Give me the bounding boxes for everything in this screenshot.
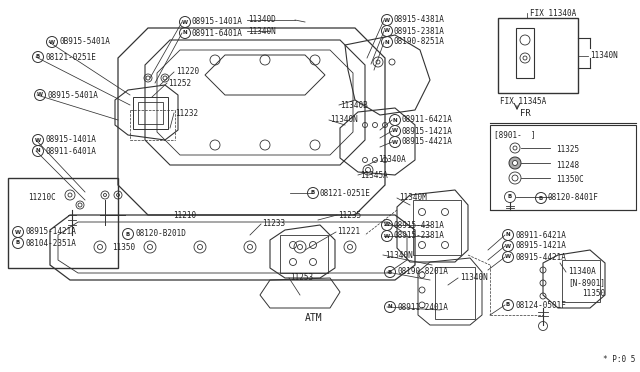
Bar	[435, 267, 475, 319]
Bar	[133, 97, 168, 129]
Circle shape	[509, 157, 521, 169]
Text: 0B915-5401A: 0B915-5401A	[59, 38, 110, 46]
Text: 08915-4421A: 08915-4421A	[402, 138, 453, 147]
Bar	[8, 178, 118, 268]
Text: N: N	[36, 148, 40, 154]
Bar	[138, 102, 163, 124]
Text: [N-8901]: [N-8901]	[568, 279, 605, 288]
Text: 08915-1401A: 08915-1401A	[192, 17, 243, 26]
Text: FIX 11340A: FIX 11340A	[530, 9, 576, 17]
Text: W: W	[35, 138, 41, 142]
Text: 11325: 11325	[556, 145, 579, 154]
Text: 08915-1421A: 08915-1421A	[515, 241, 566, 250]
Text: 08911-6401A: 08911-6401A	[192, 29, 243, 38]
Text: FIX 11345A: FIX 11345A	[500, 97, 547, 106]
Bar	[562, 260, 600, 302]
Text: N: N	[385, 39, 389, 45]
Text: 08120-B201D: 08120-B201D	[135, 230, 186, 238]
Text: 08124-0501F: 08124-0501F	[515, 301, 566, 310]
Text: 11233: 11233	[262, 219, 285, 228]
Text: W: W	[37, 93, 43, 97]
Text: 11350: 11350	[582, 289, 605, 298]
Text: 08911-2401A: 08911-2401A	[397, 302, 448, 311]
Text: W: W	[182, 19, 188, 25]
Text: B: B	[508, 195, 512, 199]
Text: 08104-2351A: 08104-2351A	[25, 238, 76, 247]
Text: 08915-2381A: 08915-2381A	[394, 26, 445, 35]
Text: 11340B: 11340B	[340, 100, 368, 109]
Text: 11340A: 11340A	[378, 155, 406, 164]
Circle shape	[513, 160, 518, 166]
Text: W: W	[384, 17, 390, 22]
Bar	[498, 18, 578, 93]
Text: 11340N: 11340N	[460, 273, 488, 282]
Text: B: B	[16, 241, 20, 246]
Text: FR: FR	[520, 109, 531, 118]
Text: 11340N: 11340N	[385, 250, 413, 260]
Text: 11350: 11350	[112, 244, 135, 253]
Text: W: W	[505, 254, 511, 260]
Text: 11340A: 11340A	[568, 267, 596, 276]
Text: 08915-1421A: 08915-1421A	[25, 228, 76, 237]
Text: 11210: 11210	[173, 211, 196, 219]
Text: 11350C: 11350C	[556, 176, 584, 185]
Text: N: N	[182, 31, 188, 35]
Text: * P:0 5: * P:0 5	[603, 355, 635, 364]
Text: N: N	[388, 305, 392, 310]
Text: B: B	[36, 55, 40, 60]
Text: 08190-8251A: 08190-8251A	[394, 38, 445, 46]
Bar	[490, 125, 636, 210]
Text: 11345A: 11345A	[360, 170, 388, 180]
Text: W: W	[384, 234, 390, 238]
Text: 11340N: 11340N	[590, 51, 618, 61]
Text: 11340M: 11340M	[399, 193, 427, 202]
Bar	[413, 200, 461, 255]
Text: 08911-6421A: 08911-6421A	[515, 231, 566, 240]
Text: 11248: 11248	[556, 160, 579, 170]
Text: B: B	[126, 231, 130, 237]
Text: 08915-4421A: 08915-4421A	[515, 253, 566, 262]
Text: 11340N: 11340N	[248, 26, 276, 35]
Text: 08915-1421A: 08915-1421A	[402, 126, 453, 135]
Text: [8901-  ]: [8901- ]	[494, 131, 536, 140]
Text: 08915-5401A: 08915-5401A	[47, 90, 98, 99]
Text: ATM: ATM	[305, 313, 323, 323]
Text: 08911-6401A: 08911-6401A	[45, 147, 96, 155]
Text: N: N	[393, 118, 397, 122]
Bar	[280, 235, 328, 273]
Text: 11235: 11235	[338, 211, 361, 219]
Text: 08120-8401F: 08120-8401F	[548, 193, 599, 202]
Text: 08121-0251E: 08121-0251E	[320, 189, 371, 198]
Text: 08915-4381A: 08915-4381A	[394, 16, 445, 25]
Text: W: W	[49, 39, 55, 45]
Text: 08121-0251E: 08121-0251E	[45, 52, 96, 61]
Text: B: B	[539, 196, 543, 201]
Text: B: B	[311, 190, 315, 196]
Text: W: W	[384, 29, 390, 33]
Text: 11253: 11253	[290, 273, 313, 282]
Text: 11340N: 11340N	[330, 115, 358, 125]
Text: W: W	[392, 128, 398, 134]
Text: 11232: 11232	[175, 109, 198, 118]
Text: 11220: 11220	[176, 67, 199, 77]
Text: 11221: 11221	[337, 228, 360, 237]
Text: W: W	[15, 230, 21, 234]
Text: W: W	[392, 140, 398, 144]
Text: 11252: 11252	[168, 78, 191, 87]
Text: 11210C: 11210C	[28, 193, 56, 202]
Text: 11340D: 11340D	[248, 16, 276, 25]
Text: 08190-8201A: 08190-8201A	[397, 267, 448, 276]
Text: B: B	[506, 302, 510, 308]
Text: W: W	[384, 222, 390, 228]
Bar	[516, 28, 534, 78]
Text: 08911-6421A: 08911-6421A	[402, 115, 453, 125]
Text: 08915-1401A: 08915-1401A	[45, 135, 96, 144]
Text: 08915-2381A: 08915-2381A	[394, 231, 445, 241]
Text: 08915-4381A: 08915-4381A	[394, 221, 445, 230]
Text: W: W	[505, 244, 511, 248]
Text: B: B	[388, 269, 392, 275]
Text: N: N	[506, 232, 510, 237]
